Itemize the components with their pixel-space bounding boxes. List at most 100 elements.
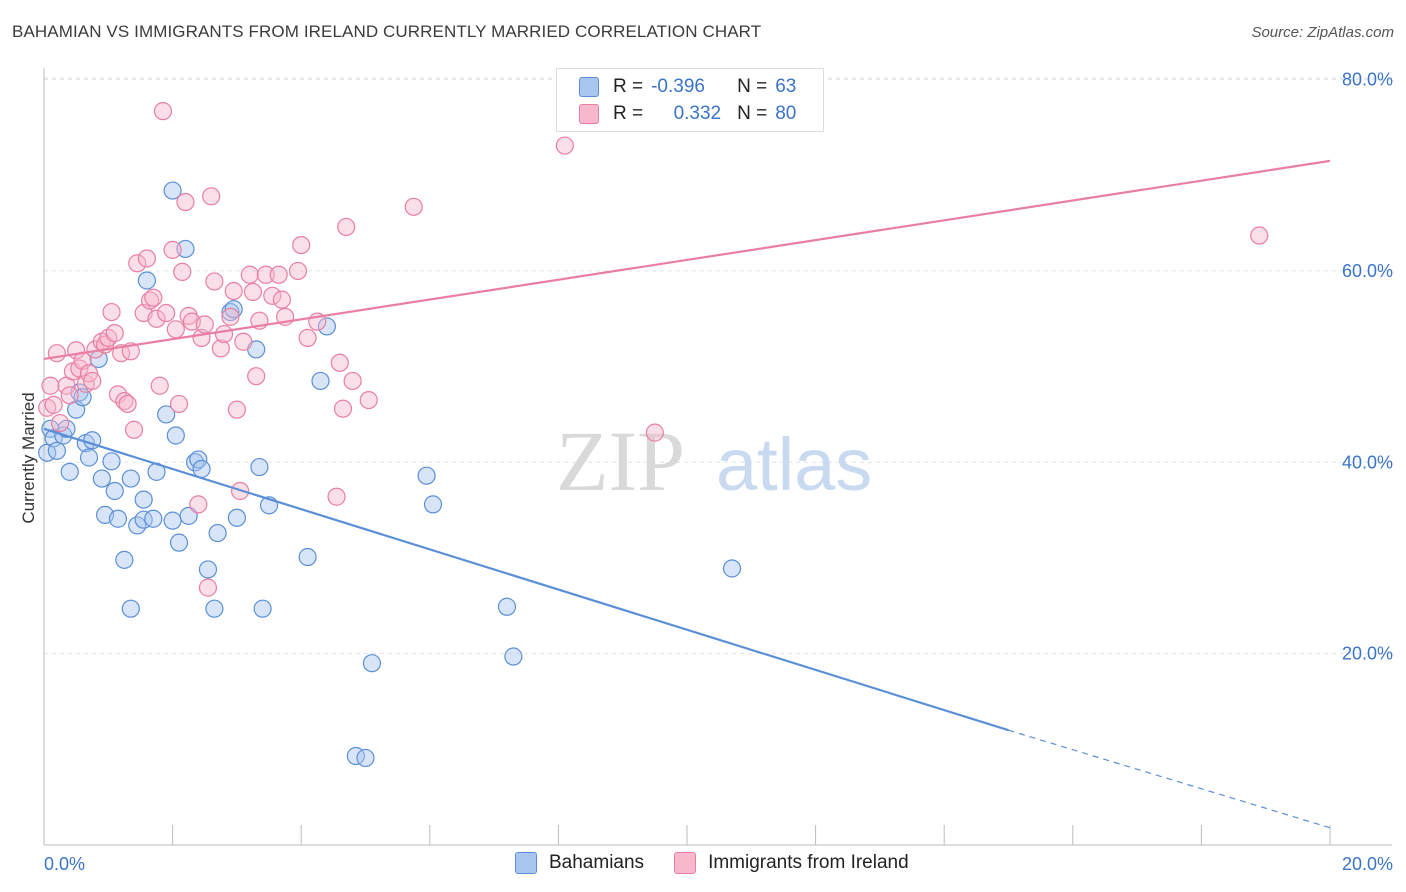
point-bahamians <box>253 599 272 618</box>
point-bahamians <box>169 533 189 552</box>
point-ireland <box>173 262 192 281</box>
point-bahamians <box>121 469 140 488</box>
source-label: Source: ZipAtlas.com <box>1251 24 1394 41</box>
point-ireland <box>157 303 176 323</box>
point-ireland <box>1250 226 1269 245</box>
point-ireland <box>404 197 423 216</box>
point-ireland <box>243 282 263 302</box>
point-ireland <box>137 249 156 268</box>
point-bahamians <box>144 509 163 528</box>
point-ireland <box>153 102 173 121</box>
point-ireland <box>234 332 253 351</box>
legend-swatch-pink <box>674 852 697 874</box>
trend-line-bahamians <box>43 427 1009 732</box>
point-ireland <box>240 265 259 284</box>
point-ireland <box>645 423 664 442</box>
legend-item-bahamians[interactable]: Bahamians <box>515 852 644 874</box>
r-label: R = <box>613 76 644 97</box>
r-value: 0.332 <box>673 103 722 124</box>
point-bahamians <box>157 405 176 424</box>
point-bahamians <box>423 495 443 514</box>
point-ireland <box>327 487 346 506</box>
legend-row-bahamians: R = -0.396 N = 63 <box>579 75 796 99</box>
point-bahamians <box>317 317 337 336</box>
point-bahamians <box>356 748 375 768</box>
chart-title: BAHAMIAN VS IMMIGRANTS FROM IRELAND CURR… <box>12 22 762 41</box>
point-bahamians <box>163 181 182 200</box>
point-bahamians <box>198 560 218 579</box>
y-tick-label: 40.0% <box>1342 452 1393 472</box>
point-ireland <box>214 324 234 344</box>
point-bahamians <box>163 511 182 530</box>
point-ireland <box>205 272 224 291</box>
point-ireland <box>169 394 189 414</box>
point-bahamians <box>102 452 121 471</box>
tick-labels: 20.0% 40.0% 60.0% 80.0% 0.0% 20.0% <box>44 70 1393 874</box>
point-ireland <box>150 376 169 395</box>
x-tick-label: 20.0% <box>1342 854 1393 874</box>
point-ireland <box>140 291 160 310</box>
point-ireland <box>115 391 134 411</box>
point-bahamians <box>121 599 140 618</box>
grid-lines <box>44 77 1392 655</box>
point-ireland <box>163 240 182 259</box>
point-bahamians <box>722 559 742 578</box>
point-ireland <box>44 395 63 414</box>
point-ireland <box>60 386 79 405</box>
point-ireland <box>144 288 163 307</box>
n-value: 63 <box>775 76 797 97</box>
watermark-atlas: atlas <box>716 423 872 506</box>
point-ireland <box>288 261 308 281</box>
point-bahamians <box>115 550 134 569</box>
n-value: 80 <box>775 103 797 124</box>
point-bahamians <box>227 508 246 527</box>
point-ireland <box>128 254 147 273</box>
point-ireland <box>221 307 240 326</box>
legend-item-ireland[interactable]: Immigrants from Ireland <box>674 852 909 874</box>
point-ireland <box>83 371 102 391</box>
legend-swatch-blue <box>579 77 599 97</box>
point-ireland <box>263 286 282 305</box>
point-bahamians <box>504 647 523 666</box>
point-ireland <box>202 187 221 206</box>
point-bahamians <box>250 457 269 477</box>
point-bahamians <box>134 510 153 529</box>
r-value: -0.396 <box>651 76 705 97</box>
legend-label: Immigrants from Ireland <box>708 852 909 873</box>
point-ireland <box>269 265 288 284</box>
y-tick-label: 80.0% <box>1342 70 1393 90</box>
point-ireland <box>256 265 275 284</box>
point-ireland <box>41 376 60 395</box>
point-ireland <box>337 217 356 237</box>
point-ireland <box>176 192 195 212</box>
point-ireland <box>118 394 137 414</box>
point-ireland <box>227 400 246 419</box>
legend-swatch-pink <box>579 104 599 124</box>
trend-line-ireland <box>43 159 1331 361</box>
point-ireland <box>330 353 349 372</box>
watermark-zip: ZIP <box>556 413 685 509</box>
legend-label: Bahamians <box>549 852 645 873</box>
point-ireland <box>333 399 353 418</box>
point-ireland <box>108 385 128 404</box>
point-ireland <box>47 344 66 363</box>
point-ireland <box>224 281 243 301</box>
point-bahamians <box>362 654 382 673</box>
n-label: N = <box>737 76 768 97</box>
point-ireland <box>555 136 574 155</box>
point-ireland <box>343 371 362 391</box>
point-bahamians <box>92 469 111 488</box>
point-bahamians <box>105 481 124 501</box>
point-bahamians <box>208 523 227 543</box>
point-bahamians <box>298 547 317 567</box>
point-ireland <box>50 413 70 433</box>
point-bahamians <box>186 453 205 472</box>
y-tick-label: 20.0% <box>1342 644 1393 664</box>
point-bahamians <box>108 509 128 528</box>
legend-swatch-blue <box>515 852 537 874</box>
point-bahamians <box>60 462 79 481</box>
point-ireland <box>211 339 230 358</box>
point-bahamians <box>137 271 156 290</box>
series-legend: Bahamians Immigrants from Ireland <box>515 852 939 874</box>
y-axis-label: Currently Married <box>19 392 38 523</box>
